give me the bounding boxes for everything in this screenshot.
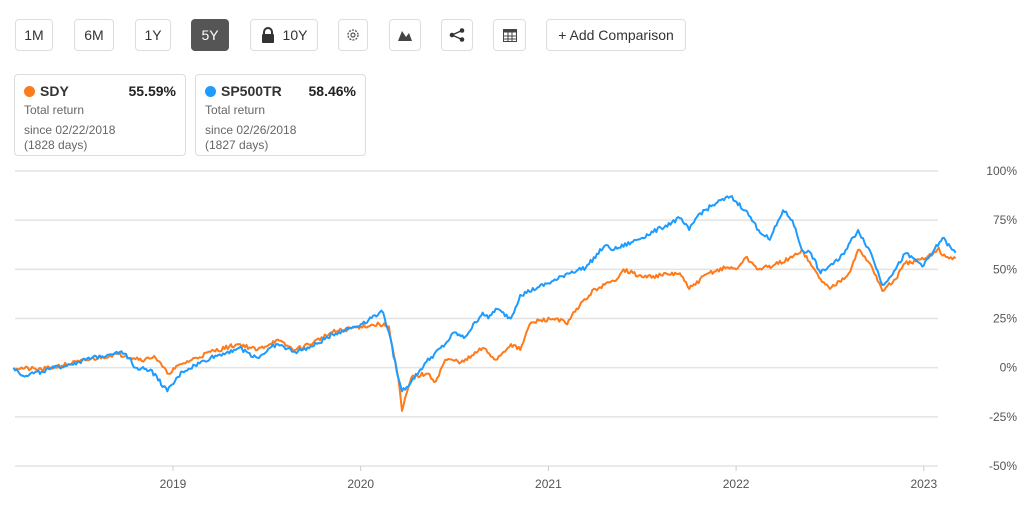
settings-button[interactable] (338, 19, 368, 51)
y-tick-label: 25% (993, 312, 1017, 326)
table-view-button[interactable] (493, 19, 526, 51)
card-return-value: 58.46% (308, 83, 356, 99)
share-icon (449, 28, 465, 42)
chart-type-button[interactable] (389, 19, 421, 51)
x-tick-label: 2023 (910, 477, 937, 491)
legend-card-sp500tr[interactable]: SP500TR 58.46% Total return since 02/26/2… (195, 74, 366, 156)
range-10y-label: 10Y (282, 27, 308, 43)
y-tick-label: -25% (989, 410, 1017, 424)
range-1m-button[interactable]: 1M (15, 19, 53, 51)
y-tick-label: 50% (993, 262, 1017, 276)
table-icon (502, 28, 517, 42)
x-tick-label: 2021 (535, 477, 562, 491)
sp500tr-color-dot (205, 85, 216, 97)
x-tick-label: 2022 (723, 477, 750, 491)
card-symbol: SP500TR (221, 83, 282, 99)
card-days: (1827 days) (205, 138, 269, 152)
card-symbol: SDY (40, 83, 69, 99)
card-label: Total return (205, 103, 266, 117)
range-10y-button[interactable]: 10Y (250, 19, 318, 51)
y-tick-label: 0% (1000, 361, 1018, 375)
y-tick-label: 75% (993, 213, 1017, 227)
card-return-value: 55.59% (128, 83, 176, 99)
range-6m-button[interactable]: 6M (74, 19, 114, 51)
card-since: since 02/26/2018 (205, 123, 297, 137)
range-5y-button[interactable]: 5Y (191, 19, 229, 51)
series-line-sp500tr (12, 195, 957, 393)
gear-icon (347, 29, 359, 41)
card-since: since 02/22/2018 (24, 123, 116, 137)
x-tick-label: 2019 (160, 477, 187, 491)
series-line-sdy (12, 246, 957, 412)
legend-card-sdy[interactable]: SDY 55.59% Total return since 02/22/2018(… (14, 74, 186, 156)
area-chart-icon (398, 31, 412, 41)
sdy-color-dot (24, 85, 35, 97)
y-tick-label: -50% (989, 459, 1017, 473)
range-1y-button[interactable]: 1Y (135, 19, 171, 51)
x-tick-label: 2020 (347, 477, 374, 491)
add-comparison-button[interactable]: + Add Comparison (546, 19, 686, 51)
y-tick-label: 100% (986, 164, 1017, 178)
card-label: Total return (24, 103, 85, 117)
lock-icon (261, 27, 274, 43)
card-days: (1828 days) (24, 138, 88, 152)
share-button[interactable] (441, 19, 473, 51)
